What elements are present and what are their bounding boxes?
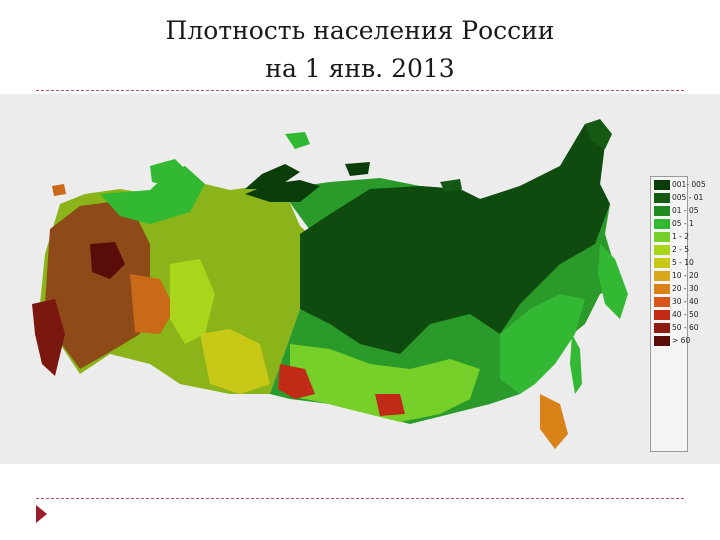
map-region-taimyr (245, 180, 320, 202)
legend-swatch (654, 310, 670, 320)
map-region-volga (130, 274, 175, 334)
legend-item: 40 - 50 (654, 310, 699, 321)
map-region-novaya-zemlya (245, 164, 300, 189)
legend-item: 05 - 1 (654, 219, 694, 230)
legend-label: 50 - 60 (672, 323, 699, 332)
legend-label: 05 - 1 (672, 219, 694, 228)
map-region-south-urals-orange (200, 329, 270, 394)
map-region-kola (150, 159, 190, 186)
legend-label: 1 - 2 (672, 232, 690, 241)
map-region-north-siberia (300, 124, 610, 354)
legend-swatch (654, 219, 670, 229)
legend-item: 2 - 5 (654, 245, 690, 256)
map-region-south-siberia-red (278, 364, 315, 399)
legend-swatch (654, 258, 670, 268)
legend-item: > 60 (654, 336, 691, 347)
legend-label: 01 - 05 (672, 206, 699, 215)
map-region-sakhalin (570, 334, 582, 394)
map-legend: 001- 005 005 - 01 01 - 05 05 - 1 1 - 2 2… (650, 176, 706, 452)
legend-label: 005 - 01 (672, 193, 704, 202)
bottom-divider (36, 498, 684, 499)
title-line-2: на 1 янв. 2013 (265, 54, 455, 83)
map-panel: 001- 005 005 - 01 01 - 05 05 - 1 1 - 2 2… (0, 94, 720, 464)
legend-item: 005 - 01 (654, 193, 703, 204)
legend-label: 5 - 10 (672, 258, 694, 267)
legend-swatch (654, 284, 670, 294)
map-region-franz-josef (285, 132, 310, 149)
legend-label: > 60 (672, 336, 691, 345)
legend-item: 50 - 60 (654, 323, 699, 334)
map-region-primorye (540, 394, 568, 449)
legend-item: 01 - 05 (654, 206, 699, 217)
slide-title: Плотность населения России на 1 янв. 201… (0, 12, 720, 88)
legend-swatch (654, 323, 670, 333)
map-region-far-east (500, 294, 585, 394)
legend-swatch (654, 206, 670, 216)
legend-label: 40 - 50 (672, 310, 699, 319)
title-line-1: Плотность населения России (165, 16, 555, 45)
legend-label: 30 - 40 (672, 297, 699, 306)
map-region-caucasus (32, 299, 65, 376)
legend-swatch (654, 180, 670, 190)
legend-label: 10 - 20 (672, 271, 699, 280)
legend-item: 5 - 10 (654, 258, 694, 269)
map-region-kaliningrad (52, 184, 66, 196)
legend-item: 1 - 2 (654, 232, 690, 243)
map-region-south-siberia (290, 344, 480, 422)
next-slide-arrow-icon[interactable] (36, 505, 47, 523)
legend-label: 2 - 5 (672, 245, 690, 254)
map-region-kamchatka (598, 244, 628, 319)
legend-item: 20 - 30 (654, 284, 699, 295)
legend-swatch (654, 245, 670, 255)
legend-swatch (654, 297, 670, 307)
legend-label: 001- 005 (672, 180, 706, 189)
legend-swatch (654, 336, 670, 346)
legend-swatch (654, 271, 670, 281)
russia-density-map (32, 119, 628, 449)
top-divider (36, 90, 684, 91)
legend-item: 10 - 20 (654, 271, 699, 282)
legend-swatch (654, 193, 670, 203)
map-region-severnaya-zemlya (345, 162, 370, 176)
map-region-irkutsk-red (375, 394, 405, 416)
legend-label: 20 - 30 (672, 284, 699, 293)
map-region-urals (170, 259, 215, 344)
map-region-moscow (90, 242, 125, 279)
map-region-new-siberian (440, 179, 462, 192)
legend-item: 30 - 40 (654, 297, 699, 308)
map-region-central-russia (45, 202, 150, 369)
legend-item: 001- 005 (654, 180, 706, 191)
map-region-chukotka (585, 119, 612, 149)
legend-swatch (654, 232, 670, 242)
